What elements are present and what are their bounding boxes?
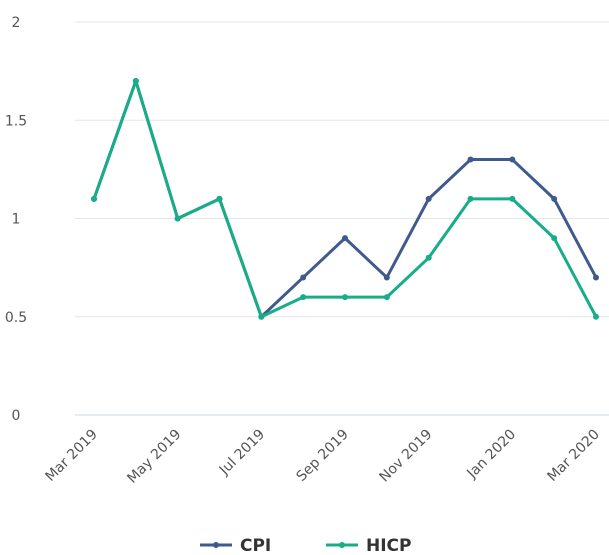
y-tick-label: 0 (12, 408, 21, 424)
legend-label: CPI (240, 536, 271, 555)
point (216, 195, 223, 202)
y-tick-label: 1.5 (5, 113, 27, 129)
point (383, 294, 390, 301)
point (425, 195, 432, 202)
x-tick-label: Mar 2020 (544, 427, 602, 485)
x-tick-label: Jan 2020 (464, 427, 520, 483)
point (91, 195, 97, 202)
point (593, 313, 599, 320)
x-tick-label: Sep 2019 (294, 427, 352, 485)
point (132, 77, 139, 84)
legend-item: HICP (326, 536, 412, 555)
x-tick-label: Jul 2019 (216, 427, 268, 479)
point (467, 156, 474, 163)
point (383, 274, 390, 281)
series-line (92, 79, 598, 319)
point (593, 274, 599, 281)
point (467, 195, 474, 202)
point (551, 195, 558, 202)
legend-symbol (213, 542, 219, 548)
point (300, 294, 307, 301)
point (509, 156, 516, 163)
legend-symbol (339, 542, 345, 548)
point (300, 274, 307, 281)
legend-label: HICP (366, 536, 412, 555)
point (342, 294, 348, 301)
point (551, 235, 558, 242)
x-tick-label: May 2019 (124, 427, 184, 487)
x-tick-label: Mar 2019 (42, 427, 100, 485)
point (509, 195, 516, 202)
point (258, 313, 265, 320)
x-tick-label: Nov 2019 (377, 427, 436, 486)
point (425, 254, 432, 261)
y-tick-label: 0.5 (5, 310, 27, 326)
series-line (92, 79, 598, 319)
point (174, 215, 181, 222)
y-tick-label: 1 (12, 212, 21, 228)
legend-item: CPI (200, 536, 271, 555)
point (342, 235, 348, 242)
y-tick-label: 2 (12, 15, 21, 31)
